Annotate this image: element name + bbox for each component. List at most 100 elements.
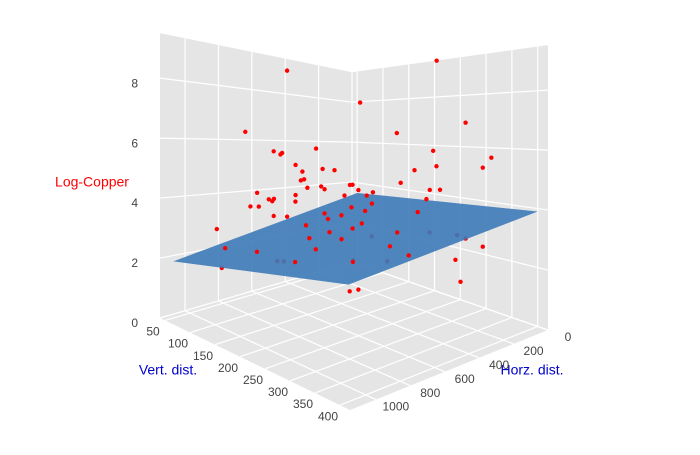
data-point	[266, 197, 272, 202]
grid-line	[318, 271, 514, 345]
data-point	[279, 150, 285, 156]
data-point	[271, 196, 277, 202]
data-point	[362, 208, 368, 214]
data-point	[342, 193, 347, 198]
y-tick-label: 150	[193, 349, 213, 363]
data-point	[284, 214, 290, 219]
data-point	[271, 213, 276, 219]
grid-line	[284, 280, 480, 359]
grid-line	[351, 181, 549, 211]
grid-line	[339, 325, 538, 406]
y-tick-label: 250	[243, 373, 263, 387]
y-tick-label: 100	[168, 337, 188, 351]
data-point	[300, 169, 305, 174]
z-axis-title: Log-Copper	[55, 174, 129, 190]
y-tick-label: 350	[293, 397, 313, 411]
grid-line	[289, 307, 487, 382]
data-point	[339, 236, 344, 242]
data-point	[458, 279, 463, 285]
data-point	[489, 155, 494, 160]
data-point	[303, 223, 309, 228]
grid-line	[218, 300, 411, 387]
data-point	[394, 230, 400, 235]
data-point	[350, 259, 356, 265]
x-tick-label: 400	[489, 358, 509, 372]
grid-line	[351, 89, 549, 103]
data-point	[347, 289, 352, 294]
data-point	[356, 287, 361, 292]
data-point	[387, 244, 393, 249]
data-point	[292, 259, 298, 265]
data-point	[320, 166, 325, 172]
y-tick-label: 400	[318, 409, 338, 423]
grid-line	[351, 141, 549, 151]
data-point	[357, 100, 363, 105]
data-point	[356, 187, 361, 193]
data-point	[480, 165, 485, 170]
data-point	[248, 204, 253, 209]
z-tick-label: 0	[131, 316, 138, 330]
y-tick-label: 200	[218, 361, 238, 375]
data-point	[318, 184, 324, 189]
data-point	[293, 192, 298, 198]
data-point	[453, 257, 458, 262]
data-point	[293, 162, 298, 168]
data-point	[412, 167, 417, 173]
grid-line	[239, 290, 435, 358]
data-point	[243, 129, 248, 135]
z-tick-label: 2	[131, 256, 138, 270]
data-point	[347, 182, 353, 188]
z-tick-label: 4	[131, 196, 138, 210]
data-point	[325, 216, 331, 222]
y-axis-title: Vert. dist.	[139, 362, 197, 378]
data-point	[359, 221, 364, 226]
z-tick-label: 8	[131, 76, 138, 90]
grid-line	[314, 316, 513, 394]
grid-line	[159, 137, 353, 143]
data-point	[424, 196, 429, 202]
z-tick-label: 6	[131, 136, 138, 150]
data-point	[327, 229, 332, 235]
x-tick-label: 200	[524, 344, 544, 358]
data-point	[313, 247, 318, 252]
data-point	[434, 164, 439, 169]
data-point	[427, 187, 432, 193]
grid-line	[251, 290, 445, 373]
grid-line	[214, 281, 409, 346]
data-point	[369, 201, 375, 206]
data-point	[307, 236, 312, 241]
y-tick-label: 50	[146, 325, 160, 339]
data-point	[322, 187, 327, 192]
data-point	[406, 253, 411, 258]
data-point	[254, 249, 260, 254]
data-point	[256, 204, 262, 209]
data-point	[415, 209, 420, 215]
grid-line	[184, 310, 377, 401]
data-point	[322, 211, 327, 216]
data-point	[364, 193, 369, 198]
x-tick-label: 800	[420, 386, 440, 400]
data-point	[301, 177, 307, 182]
data-point	[350, 226, 355, 231]
grid-line	[351, 261, 549, 331]
data-point	[480, 244, 485, 249]
data-point	[370, 190, 376, 195]
surface	[173, 192, 538, 285]
data-point	[394, 130, 400, 136]
data-point	[271, 149, 276, 154]
data-point	[430, 148, 436, 154]
data-point	[313, 146, 319, 151]
data-point	[398, 180, 403, 186]
data-point	[293, 199, 298, 204]
data-point	[214, 226, 220, 232]
x-tick-label: 1000	[382, 400, 409, 414]
x-axis-title: Horz. dist.	[500, 362, 563, 378]
x-tick-label: 0	[565, 330, 572, 344]
data-point	[339, 213, 344, 218]
data-point	[434, 58, 439, 63]
data-point	[284, 68, 290, 73]
data-point	[305, 185, 310, 190]
y-tick-label: 300	[268, 385, 288, 399]
data-point	[437, 187, 443, 192]
